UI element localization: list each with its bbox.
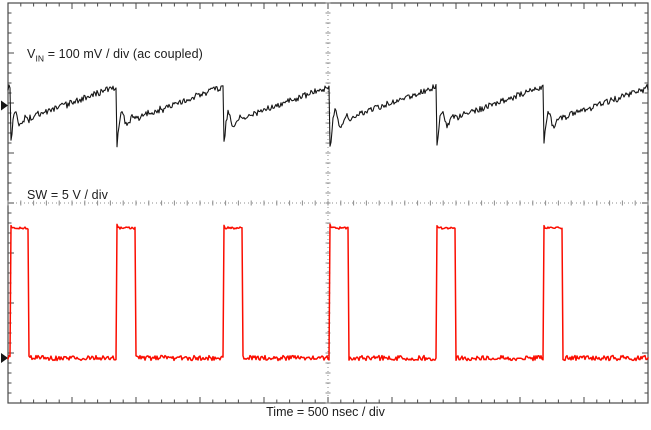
ch1-scale-label: VIN = 100 mV / div (ac coupled) [27,47,203,64]
ch2-scale-label: SW = 5 V / div [27,188,108,202]
vin-waveform-trace [7,83,649,148]
graticule-edge-ticks [7,2,649,404]
timebase-label: Time = 500 nsec / div [266,405,385,419]
ch1-label-prefix: V [27,47,36,61]
ch1-position-arrow-icon [1,100,8,111]
ch1-label-subscript: IN [35,53,45,64]
center-axis-ticks [7,2,649,404]
ch1-label-rest: = 100 mV / div (ac coupled) [44,47,203,61]
ch2-position-arrow-icon [1,353,8,363]
sw-waveform-trace [7,223,649,362]
